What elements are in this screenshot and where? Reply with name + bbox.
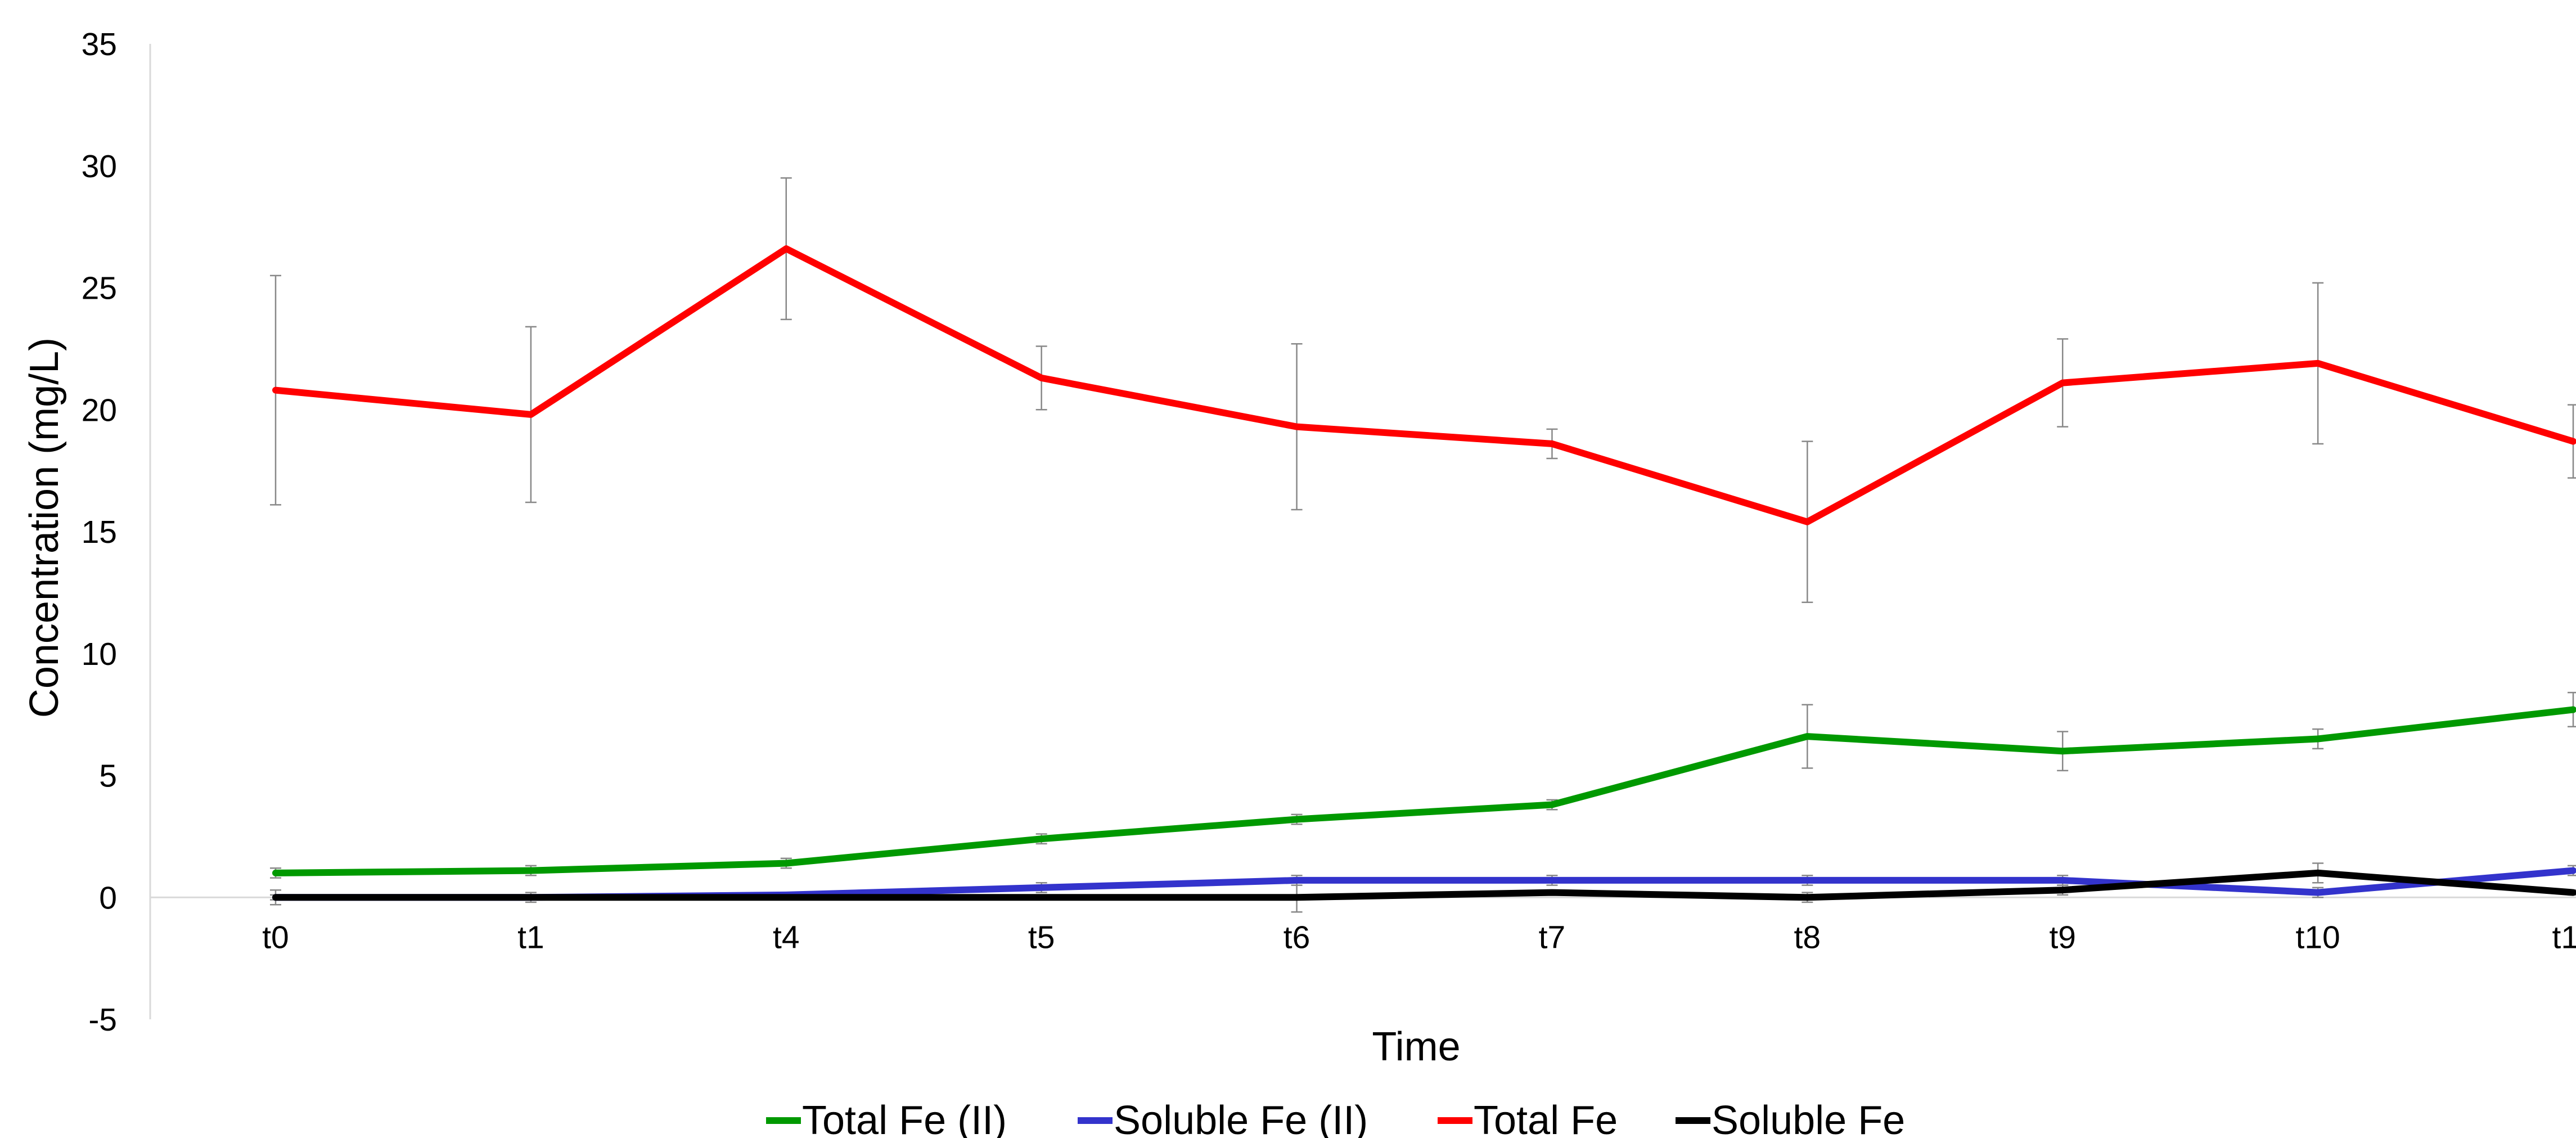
y-tick-label: 5 (99, 758, 117, 794)
legend-label: Soluble Fe (II) (1114, 1098, 1368, 1138)
y-tick-label: 35 (82, 26, 117, 62)
x-tick-label: t1 (517, 919, 544, 955)
y-tick-label: 30 (82, 149, 117, 185)
x-tick-label: t6 (1284, 919, 1310, 955)
error-bars (270, 177, 2576, 913)
legend-item: Soluble Fe (II) (1078, 1098, 1368, 1138)
y-tick-label: 10 (82, 636, 117, 672)
x-tick-label: t8 (1794, 919, 1821, 955)
x-tick-label: t0 (262, 919, 289, 955)
series-line-total-fe (272, 245, 2576, 525)
x-tick-label: t7 (1539, 919, 1566, 955)
y-tick-label: 0 (99, 880, 117, 916)
legend: Total Fe (II) Soluble Fe (II) Total Fe Solu… (766, 1098, 1905, 1138)
series-lines (272, 245, 2576, 901)
y-tick-label: -5 (88, 1002, 117, 1038)
x-tick-labels: t0 t1 t4 t5 t6 t7 t8 t9 t10 t11 (262, 919, 2576, 955)
series-line-total-fe-ii (272, 706, 2576, 876)
x-tick-label: t9 (2049, 919, 2076, 955)
y-tick-label: 20 (82, 392, 117, 428)
x-tick-label: t10 (2295, 919, 2340, 955)
legend-item: Total Fe (II) (766, 1098, 1007, 1138)
series-line-soluble-fe (272, 869, 2576, 901)
legend-label: Soluble Fe (1712, 1098, 1905, 1138)
legend-label: Total Fe (II) (802, 1098, 1007, 1138)
x-tick-label: t5 (1028, 919, 1055, 955)
y-tick-label: 25 (82, 271, 117, 307)
y-tick-label: 15 (82, 514, 117, 550)
x-tick-label: t11 (2552, 919, 2576, 955)
x-axis-title: Time (1372, 1024, 1460, 1069)
legend-item: Total Fe (1438, 1098, 1618, 1138)
legend-label: Total Fe (1474, 1098, 1618, 1138)
y-axis-title: Concentration (mg/L) (22, 338, 67, 718)
legend-item: Soluble Fe (1676, 1098, 1905, 1138)
y-tick-labels: -5 0 5 10 15 20 25 30 35 (82, 26, 117, 1038)
x-tick-label: t4 (773, 919, 800, 955)
